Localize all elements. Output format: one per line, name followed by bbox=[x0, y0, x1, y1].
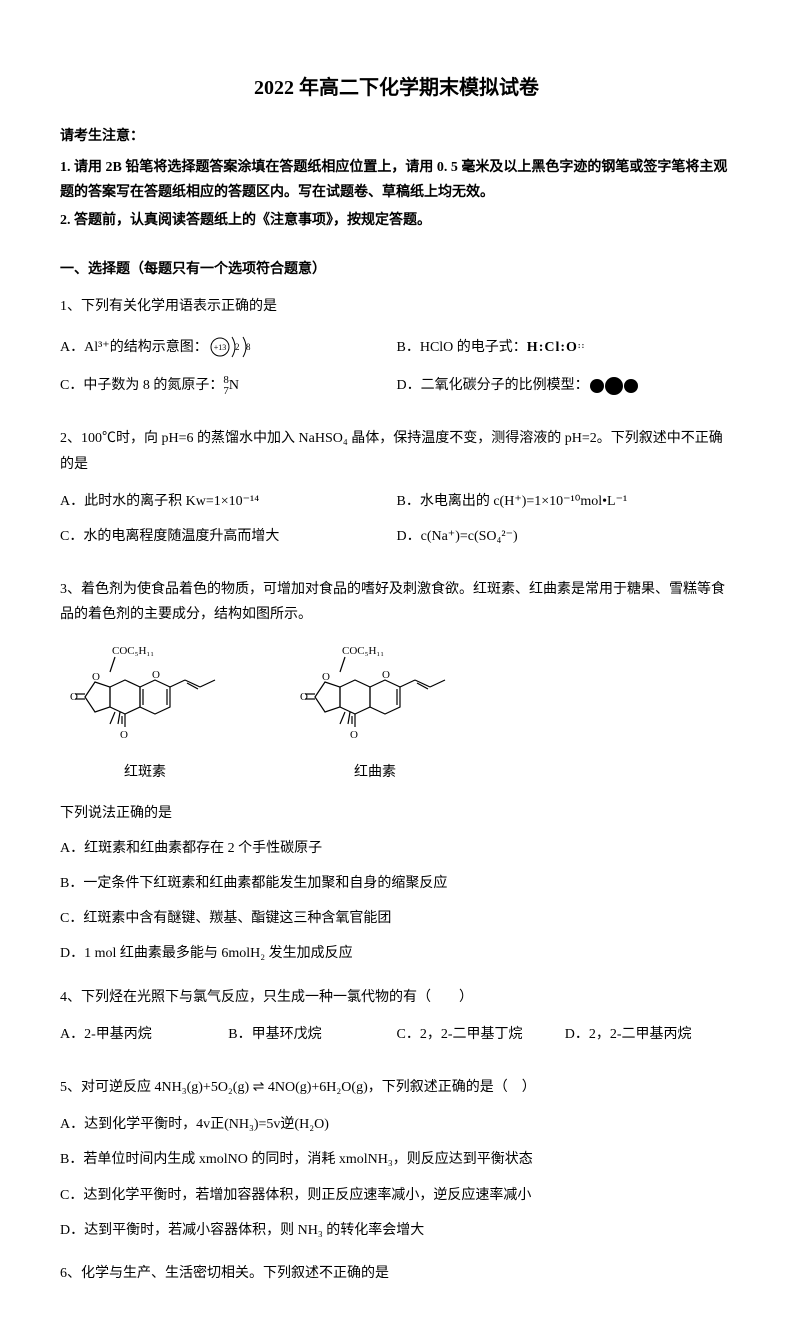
question-3: 3、着色剂为使食品着色的物质，可增加对食品的嗜好及刺激食欲。红斑素、红曲素是常用… bbox=[60, 577, 733, 967]
q5-option-a: A．达到化学平衡时，4v正(NH₃)=5v逆(H₂O) bbox=[60, 1112, 733, 1137]
svg-text:COC₅H₁₁: COC₅H₁₁ bbox=[112, 645, 154, 657]
q2-option-d: D．c(Na⁺)=c(SO₄²⁻) bbox=[397, 524, 734, 549]
exam-title: 2022 年高二下化学期末模拟试卷 bbox=[60, 70, 733, 106]
svg-text:O: O bbox=[70, 691, 78, 703]
q2-option-a: A．此时水的离子积 Kw=1×10⁻¹⁴ bbox=[60, 489, 397, 514]
svg-text:8: 8 bbox=[246, 342, 251, 352]
mol2-label: 红曲素 bbox=[354, 760, 396, 785]
q1-optC-post: N bbox=[229, 373, 239, 398]
question-6: 6、化学与生产、生活密切相关。下列叙述不正确的是 bbox=[60, 1261, 733, 1286]
q1-optA-label: A．Al³⁺的结构示意图： bbox=[60, 335, 208, 360]
q5-option-b: B．若单位时间内生成 xmolNO 的同时，消耗 xmolNH₃，则反应达到平衡… bbox=[60, 1147, 733, 1172]
question-1: 1、下列有关化学用语表示正确的是 A．Al³⁺的结构示意图： +13 2 8 B… bbox=[60, 294, 733, 408]
q5-option-c: C．达到化学平衡时，若增加容器体积，则正反应速率减小，逆反应速率减小 bbox=[60, 1183, 733, 1208]
molecule-2: COC₅H₁₁ O O O O 红曲素 bbox=[290, 642, 460, 785]
q1-option-a: A．Al³⁺的结构示意图： +13 2 8 bbox=[60, 331, 397, 363]
q4-text: 4、下列烃在光照下与氯气反应，只生成一种一氯代物的有（ ） bbox=[60, 985, 733, 1010]
q1-text: 1、下列有关化学用语表示正确的是 bbox=[60, 294, 733, 319]
q3-subtext: 下列说法正确的是 bbox=[60, 801, 733, 826]
mol1-label: 红斑素 bbox=[124, 760, 166, 785]
question-4: 4、下列烃在光照下与氯气反应，只生成一种一氯代物的有（ ） A．2-甲基丙烷 B… bbox=[60, 985, 733, 1057]
hongbansu-structure-icon: COC₅H₁₁ O O O O bbox=[60, 642, 230, 752]
svg-text:O: O bbox=[300, 691, 308, 703]
q3-option-c: C．红斑素中含有醚键、羰基、酯键这三种含氧官能团 bbox=[60, 906, 733, 931]
question-5: 5、对可逆反应 4NH₃(g)+5O₂(g) ⇌ 4NO(g)+6H₂O(g)，… bbox=[60, 1075, 733, 1243]
q1-option-b: B．HClO 的电子式： H:Cl:O:: bbox=[397, 331, 734, 363]
q1-optC-pre: C．中子数为 8 的氮原子： bbox=[60, 373, 223, 398]
atom-structure-icon: +13 2 8 bbox=[208, 331, 263, 363]
instruction-2: 2. 答题前，认真阅读答题纸上的《注意事项》，按规定答题。 bbox=[60, 208, 733, 233]
molecule-1: COC₅H₁₁ O O O O bbox=[60, 642, 230, 785]
svg-text:O: O bbox=[382, 669, 390, 681]
q3-option-a: A．红斑素和红曲素都存在 2 个手性碳原子 bbox=[60, 836, 733, 861]
q3-option-b: B．一定条件下红斑素和红曲素都能发生加聚和自身的缩聚反应 bbox=[60, 871, 733, 896]
molecule-diagrams: COC₅H₁₁ O O O O bbox=[60, 642, 733, 785]
svg-text:O: O bbox=[350, 729, 358, 741]
q4-option-d: D．2，2-二甲基丙烷 bbox=[565, 1022, 733, 1047]
section-1-header: 一、选择题（每题只有一个选项符合题意） bbox=[60, 257, 733, 282]
q2-option-c: C．水的电离程度随温度升高而增大 bbox=[60, 524, 397, 549]
q1-option-c: C．中子数为 8 的氮原子： 8 7 N bbox=[60, 373, 397, 398]
svg-text:2: 2 bbox=[235, 342, 240, 352]
svg-text:O: O bbox=[322, 671, 330, 683]
q1-option-d: D．二氧化碳分子的比例模型： bbox=[397, 373, 734, 398]
q2-option-b: B．水电离出的 c(H⁺)=1×10⁻¹⁰mol•L⁻¹ bbox=[397, 489, 734, 514]
instructions-header: 请考生注意： bbox=[60, 124, 733, 149]
svg-text:COC₅H₁₁: COC₅H₁₁ bbox=[342, 645, 384, 657]
q4-option-b: B．甲基环戊烷 bbox=[228, 1022, 396, 1047]
question-2: 2、100℃时，向 pH=6 的蒸馏水中加入 NaHSO₄ 晶体，保持温度不变，… bbox=[60, 426, 733, 559]
q3-text: 3、着色剂为使食品着色的物质，可增加对食品的嗜好及刺激食欲。红斑素、红曲素是常用… bbox=[60, 577, 733, 627]
svg-text:O: O bbox=[152, 669, 160, 681]
q1-optB-label: B．HClO 的电子式： bbox=[397, 335, 527, 360]
co2-model-icon bbox=[589, 376, 639, 396]
q2-text: 2、100℃时，向 pH=6 的蒸馏水中加入 NaHSO₄ 晶体，保持温度不变，… bbox=[60, 426, 733, 476]
svg-text:O: O bbox=[92, 671, 100, 683]
q3-option-d: D．1 mol 红曲素最多能与 6molH₂ 发生加成反应 bbox=[60, 941, 733, 966]
q6-text: 6、化学与生产、生活密切相关。下列叙述不正确的是 bbox=[60, 1261, 733, 1286]
svg-text:+13: +13 bbox=[213, 343, 226, 352]
svg-text:O: O bbox=[120, 729, 128, 741]
q4-option-a: A．2-甲基丙烷 bbox=[60, 1022, 228, 1047]
instruction-1: 1. 请用 2B 铅笔将选择题答案涂填在答题纸相应位置上，请用 0. 5 毫米及… bbox=[60, 155, 733, 205]
q1-optD-label: D．二氧化碳分子的比例模型： bbox=[397, 373, 589, 398]
hongqusu-structure-icon: COC₅H₁₁ O O O O bbox=[290, 642, 460, 752]
q4-option-c: C．2，2-二甲基丁烷 bbox=[397, 1022, 565, 1047]
q5-option-d: D．达到平衡时，若减小容器体积，则 NH₃ 的转化率会增大 bbox=[60, 1218, 733, 1243]
q5-text: 5、对可逆反应 4NH₃(g)+5O₂(g) ⇌ 4NO(g)+6H₂O(g)，… bbox=[60, 1075, 733, 1100]
hclo-formula: H:Cl:O:: bbox=[527, 335, 585, 360]
